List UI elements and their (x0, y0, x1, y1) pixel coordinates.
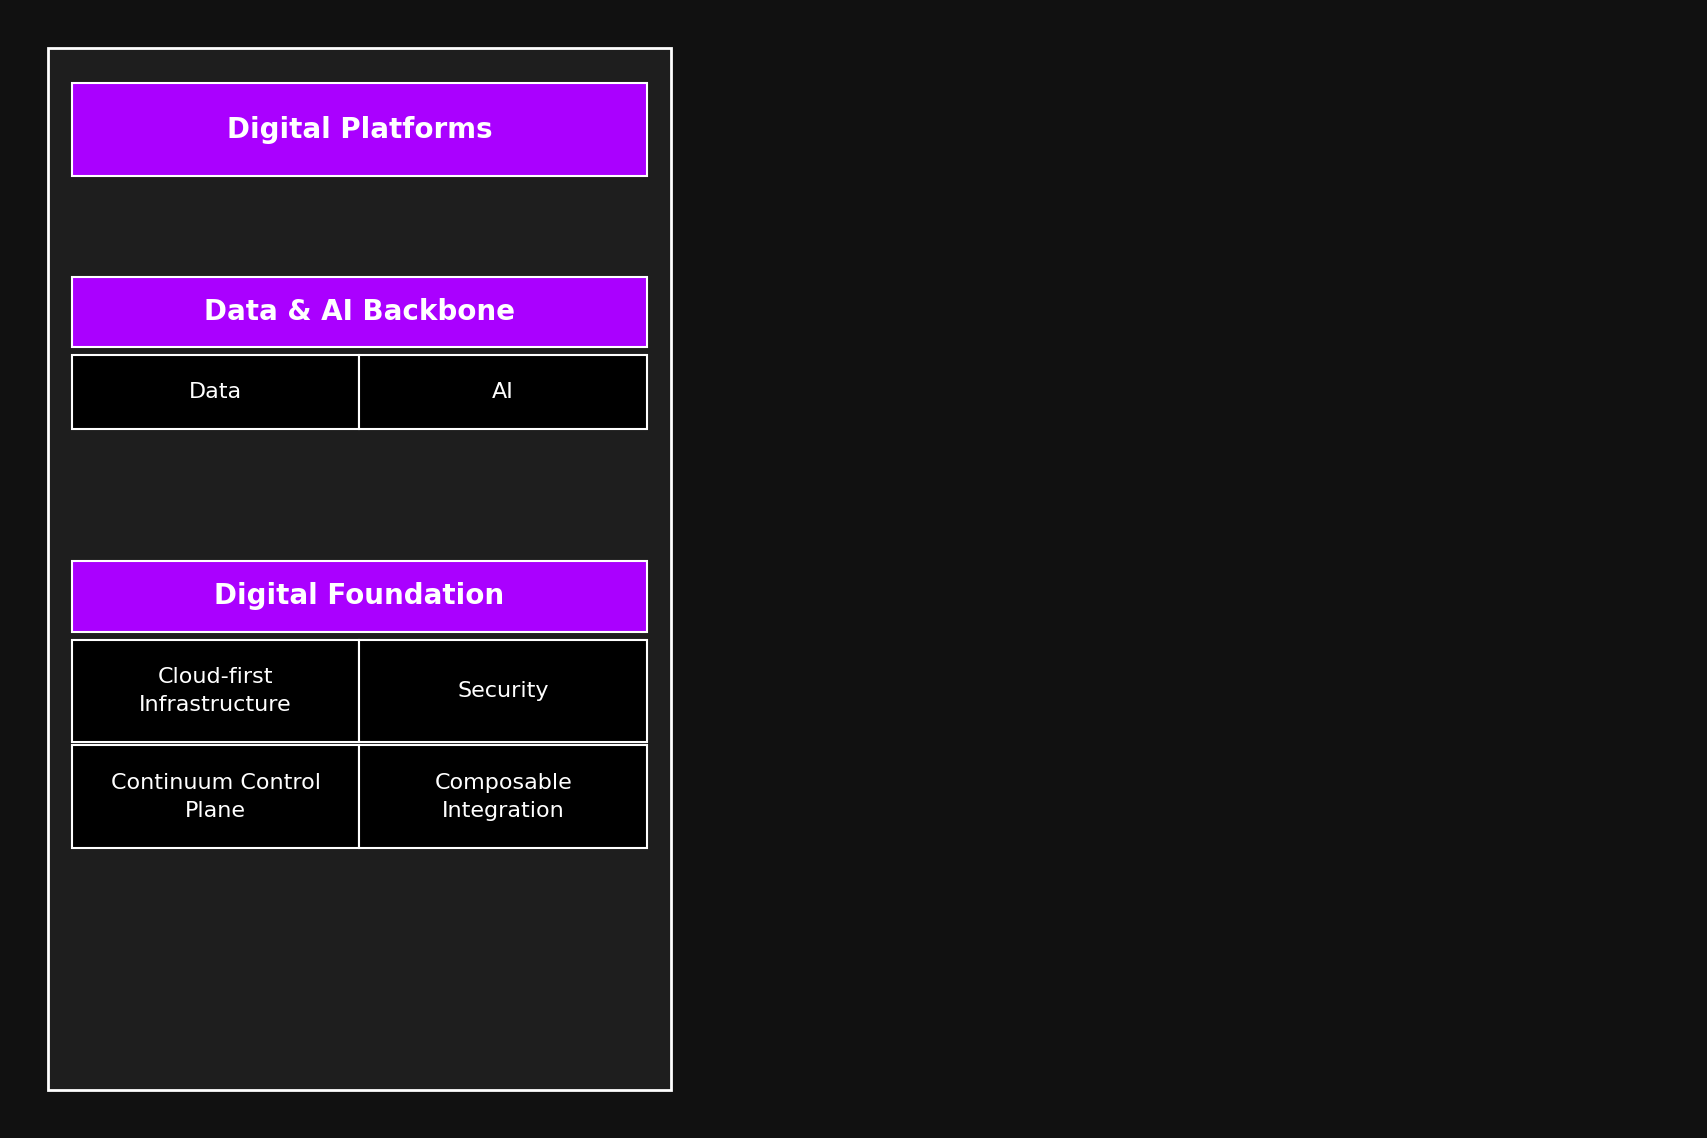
Text: Security: Security (457, 681, 550, 701)
FancyBboxPatch shape (72, 745, 360, 848)
Text: Cloud-first
Infrastructure: Cloud-first Infrastructure (140, 667, 292, 715)
Text: Data: Data (189, 382, 242, 402)
Text: Continuum Control
Plane: Continuum Control Plane (111, 773, 321, 820)
FancyBboxPatch shape (360, 640, 647, 742)
FancyBboxPatch shape (48, 48, 671, 1090)
Text: Digital Platforms: Digital Platforms (227, 116, 492, 143)
FancyBboxPatch shape (72, 277, 647, 347)
Text: Composable
Integration: Composable Integration (434, 773, 572, 820)
Text: Digital Foundation: Digital Foundation (215, 583, 504, 610)
FancyBboxPatch shape (72, 355, 360, 429)
Text: AI: AI (492, 382, 514, 402)
FancyBboxPatch shape (72, 83, 647, 176)
Text: Data & AI Backbone: Data & AI Backbone (203, 298, 516, 325)
FancyBboxPatch shape (360, 355, 647, 429)
FancyBboxPatch shape (72, 640, 360, 742)
FancyBboxPatch shape (360, 745, 647, 848)
FancyBboxPatch shape (72, 561, 647, 632)
